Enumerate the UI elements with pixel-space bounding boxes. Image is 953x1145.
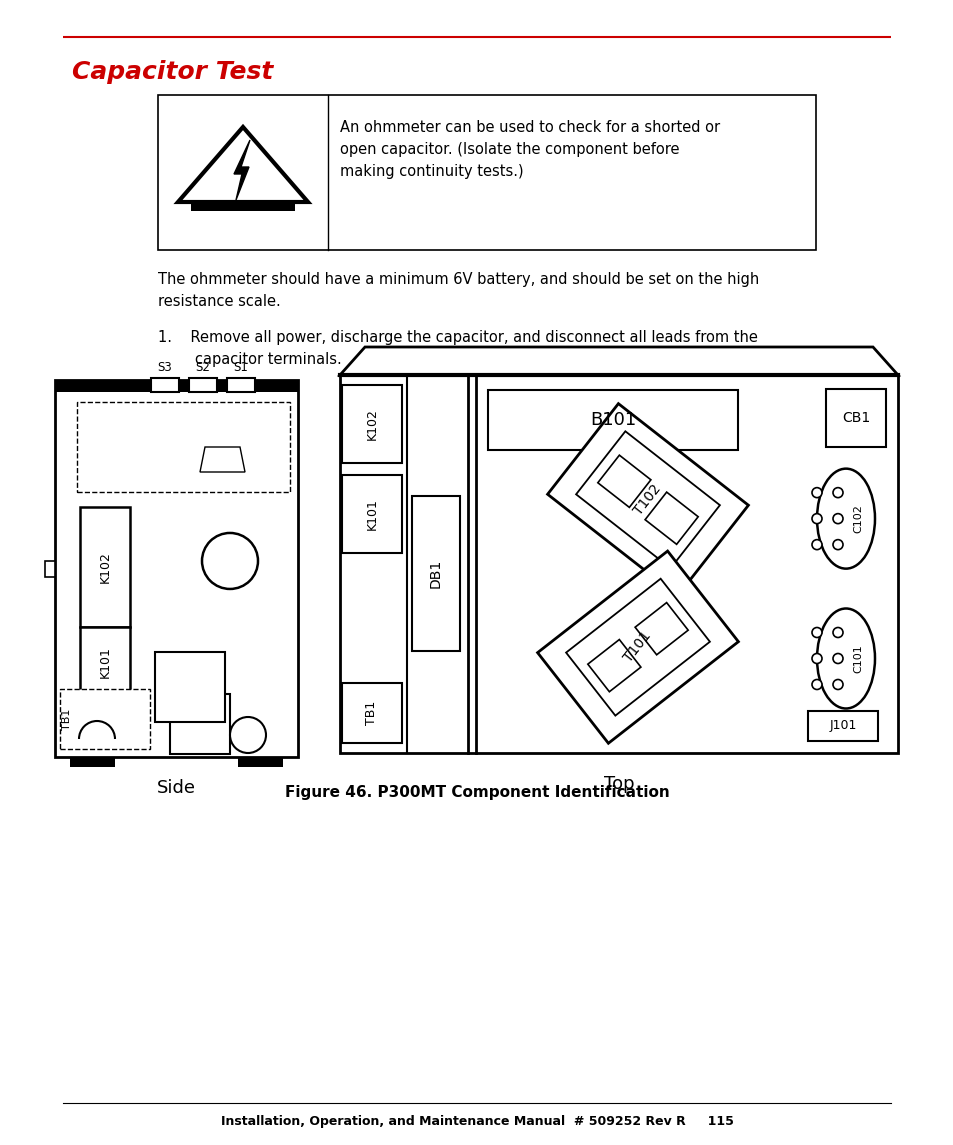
Bar [488, 390, 738, 450]
Bar [170, 694, 230, 755]
Text: J101: J101 [828, 719, 856, 733]
Polygon shape [644, 492, 698, 544]
Text: S3: S3 [157, 361, 172, 374]
Text: TB1: TB1 [365, 701, 378, 725]
Text: 1.    Remove all power, discharge the capacitor, and disconnect all leads from t: 1. Remove all power, discharge the capac… [158, 330, 757, 345]
Text: T101: T101 [621, 629, 654, 665]
Text: TB1: TB1 [62, 709, 71, 729]
Circle shape [811, 514, 821, 523]
Text: T102: T102 [631, 482, 663, 518]
Text: Installation, Operation, and Maintenance Manual  # 509252 Rev R     115: Installation, Operation, and Maintenance… [220, 1115, 733, 1128]
Circle shape [832, 679, 842, 689]
Bar [158, 95, 815, 250]
Text: S2: S2 [195, 361, 211, 374]
Circle shape [811, 679, 821, 689]
Bar [55, 380, 297, 757]
Text: S1: S1 [233, 361, 248, 374]
Bar [45, 561, 55, 577]
Text: resistance scale.: resistance scale. [158, 294, 280, 309]
Circle shape [202, 532, 257, 589]
Bar [80, 507, 130, 627]
Bar [341, 385, 401, 463]
Bar [339, 376, 897, 753]
Text: C101: C101 [852, 645, 862, 673]
Bar [237, 757, 283, 767]
Polygon shape [178, 127, 308, 202]
Bar [55, 380, 297, 392]
Text: K101: K101 [365, 498, 378, 530]
Circle shape [811, 627, 821, 638]
Polygon shape [537, 551, 738, 743]
Bar [227, 378, 254, 392]
Bar [341, 475, 401, 553]
Circle shape [811, 654, 821, 663]
Polygon shape [635, 602, 687, 655]
Circle shape [832, 627, 842, 638]
Bar [154, 652, 225, 722]
Bar [87, 702, 109, 737]
Polygon shape [339, 347, 897, 376]
Text: Capacitor Test: Capacitor Test [71, 60, 274, 84]
Polygon shape [598, 456, 650, 507]
Text: C102: C102 [852, 504, 862, 534]
Bar [77, 402, 290, 492]
Polygon shape [576, 432, 720, 568]
Ellipse shape [816, 608, 874, 709]
Bar [825, 389, 885, 447]
Text: An ohmmeter can be used to check for a shorted or: An ohmmeter can be used to check for a s… [339, 120, 720, 135]
Bar [189, 378, 216, 392]
Polygon shape [200, 447, 245, 472]
Circle shape [832, 514, 842, 523]
Bar [115, 702, 137, 737]
Bar [70, 757, 115, 767]
Circle shape [832, 488, 842, 498]
Text: making continuity tests.): making continuity tests.) [339, 164, 523, 179]
Polygon shape [233, 140, 250, 200]
Polygon shape [547, 404, 747, 595]
Text: open capacitor. (Isolate the component before: open capacitor. (Isolate the component b… [339, 142, 679, 157]
Text: Top: Top [603, 775, 634, 793]
Ellipse shape [816, 468, 874, 569]
Text: K101: K101 [98, 646, 112, 678]
Text: Side: Side [157, 779, 195, 797]
Bar [341, 684, 401, 743]
Text: The ohmmeter should have a minimum 6V battery, and should be set on the high: The ohmmeter should have a minimum 6V ba… [158, 273, 759, 287]
Text: DB1: DB1 [429, 559, 442, 589]
Circle shape [230, 717, 266, 753]
Text: CB1: CB1 [841, 411, 869, 425]
Text: K102: K102 [98, 551, 112, 583]
Text: Figure 46. P300MT Component Identification: Figure 46. P300MT Component Identificati… [284, 785, 669, 800]
Circle shape [832, 539, 842, 550]
Text: B101: B101 [589, 411, 636, 429]
Circle shape [811, 488, 821, 498]
Bar [191, 202, 294, 211]
Polygon shape [565, 578, 709, 716]
Circle shape [832, 654, 842, 663]
Text: K102: K102 [365, 408, 378, 440]
Bar [80, 627, 130, 697]
Bar [412, 496, 459, 652]
Bar [151, 378, 179, 392]
Circle shape [811, 539, 821, 550]
Bar [807, 711, 877, 741]
Bar [60, 689, 150, 749]
Text: capacitor terminals.: capacitor terminals. [158, 352, 341, 368]
Polygon shape [587, 640, 640, 692]
